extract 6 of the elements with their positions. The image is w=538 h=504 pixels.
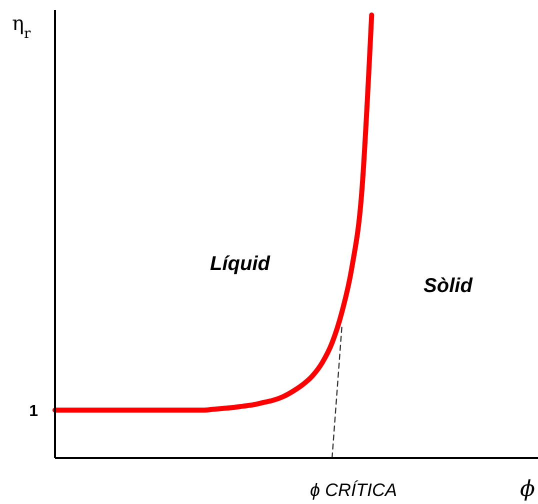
text: 1 bbox=[29, 403, 38, 420]
annotation: Sòlid bbox=[424, 275, 474, 297]
annotation: Líquid bbox=[210, 253, 271, 275]
text: ϕ CRÍTICA bbox=[310, 480, 398, 500]
y-axis-title: η$_{r}$ bbox=[12, 11, 31, 42]
x-axis-title: ϕ bbox=[520, 477, 535, 502]
